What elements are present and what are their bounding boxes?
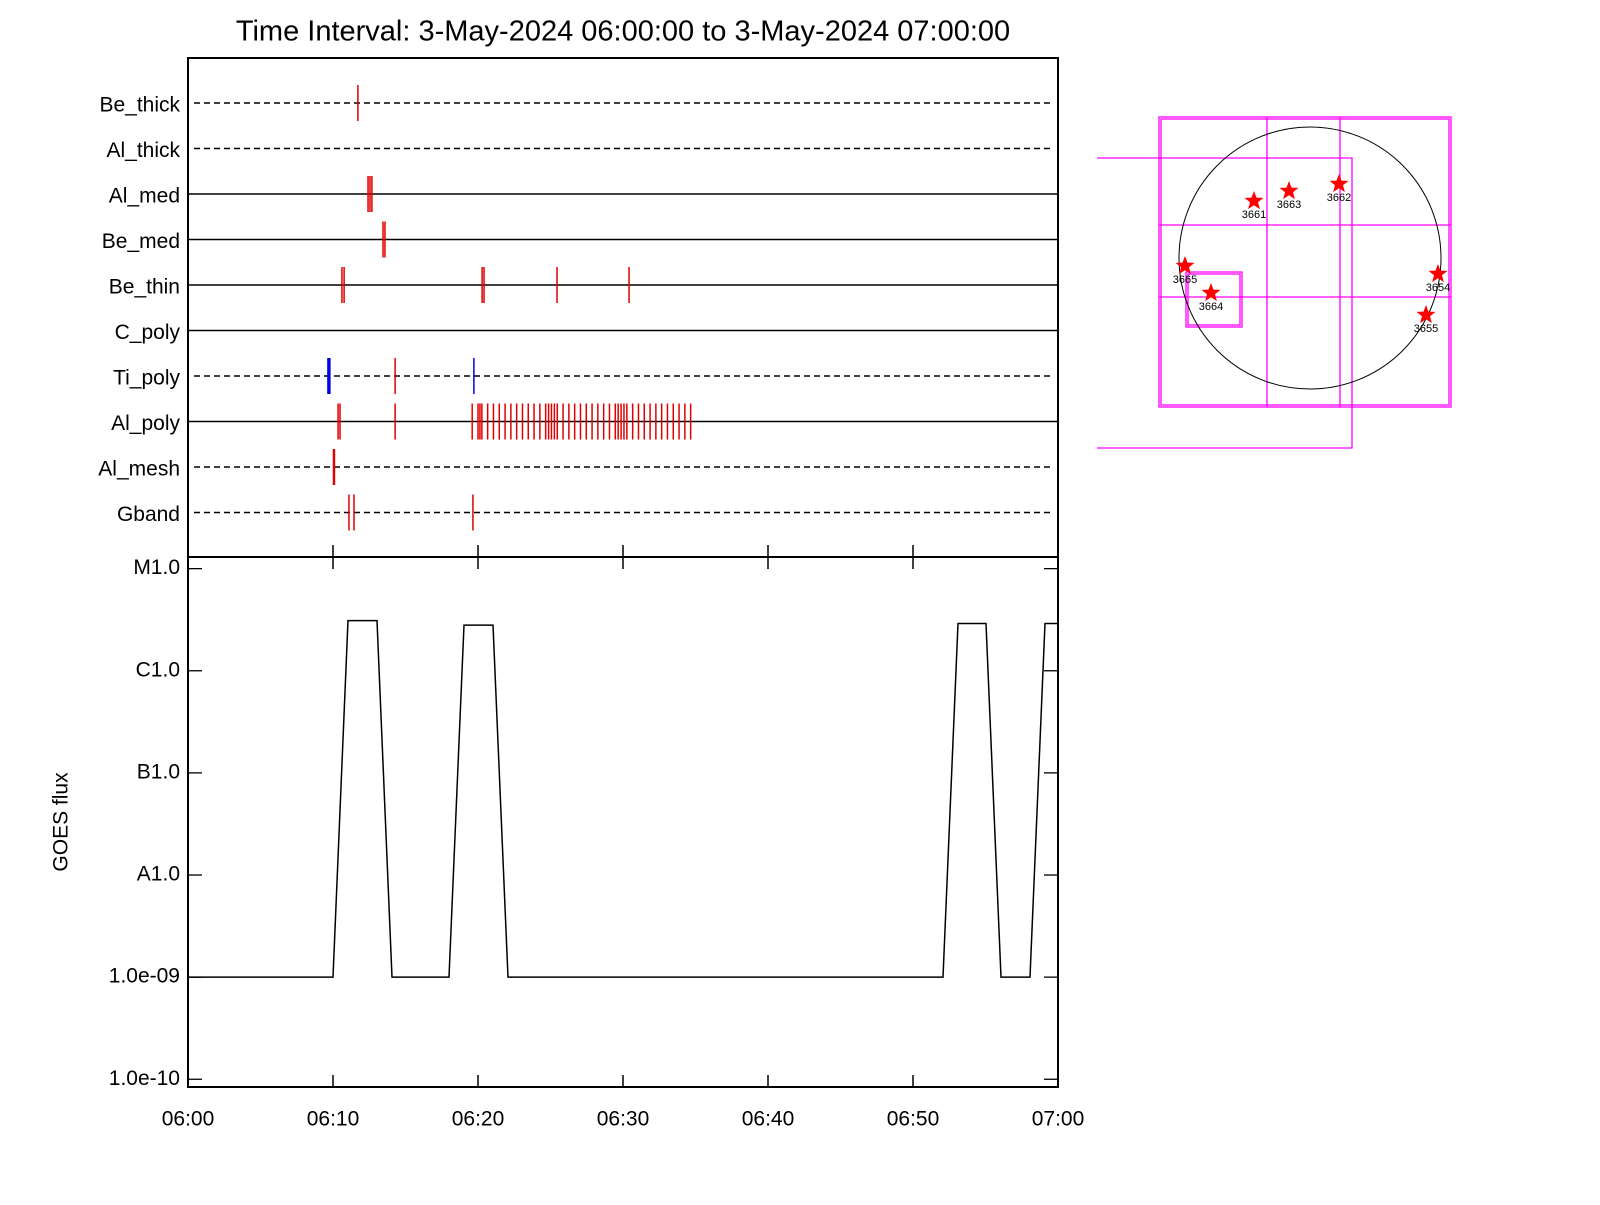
y-tick-label: B1.0 <box>137 760 180 783</box>
region-star <box>1175 256 1195 275</box>
flux-line <box>188 619 1058 978</box>
row-label: Al_med <box>109 185 180 208</box>
x-tick-label: 06:30 <box>597 1108 650 1131</box>
x-tick-label: 06:10 <box>307 1108 360 1131</box>
row-label: Be_thin <box>109 276 180 299</box>
region-label: 3661 <box>1242 209 1266 221</box>
region-label: 3655 <box>1414 323 1438 335</box>
map-box <box>1160 118 1450 406</box>
region-label: 3662 <box>1327 192 1351 204</box>
map-box <box>1097 157 1353 449</box>
x-tick-label: 06:50 <box>887 1108 940 1131</box>
region-label: 3663 <box>1277 199 1301 211</box>
region-star <box>1428 264 1448 283</box>
region-star <box>1329 174 1349 193</box>
region-label: 3665 <box>1173 274 1197 286</box>
x-tick-label: 06:40 <box>742 1108 795 1131</box>
row-label: Al_thick <box>106 139 180 162</box>
map-box <box>1187 273 1241 326</box>
y-tick-label: 1.0e-09 <box>109 965 180 988</box>
region-label: 3654 <box>1426 282 1450 294</box>
x-tick-label: 06:00 <box>162 1108 215 1131</box>
row-label: Be_med <box>102 230 180 253</box>
x-tick-label: 06:20 <box>452 1108 505 1131</box>
chart-title: Time Interval: 3-May-2024 06:00:00 to 3-… <box>236 16 1010 48</box>
row-label: Gband <box>117 503 180 526</box>
y-tick-label: M1.0 <box>133 556 180 579</box>
row-label: Al_poly <box>111 412 180 435</box>
row-label: C_poly <box>115 321 181 344</box>
x-tick-label: 07:00 <box>1032 1108 1085 1131</box>
row-label: Ti_poly <box>113 367 180 390</box>
region-star <box>1416 305 1436 324</box>
y-tick-label: A1.0 <box>137 863 180 886</box>
solar-limb <box>1178 126 1442 390</box>
panel-frame <box>187 556 1059 1088</box>
y-tick-label: 1.0e-10 <box>109 1067 180 1090</box>
region-star <box>1201 283 1221 302</box>
region-star <box>1279 181 1299 200</box>
map-boxes <box>1097 116 1452 449</box>
y-tick-label: C1.0 <box>136 658 180 681</box>
map-box <box>1158 116 1452 408</box>
row-label: Al_mesh <box>98 458 180 481</box>
region-label: 3664 <box>1199 301 1223 313</box>
region-star <box>1244 191 1264 210</box>
y-axis-label: GOES flux <box>50 772 73 872</box>
row-label: Be_thick <box>99 94 180 117</box>
